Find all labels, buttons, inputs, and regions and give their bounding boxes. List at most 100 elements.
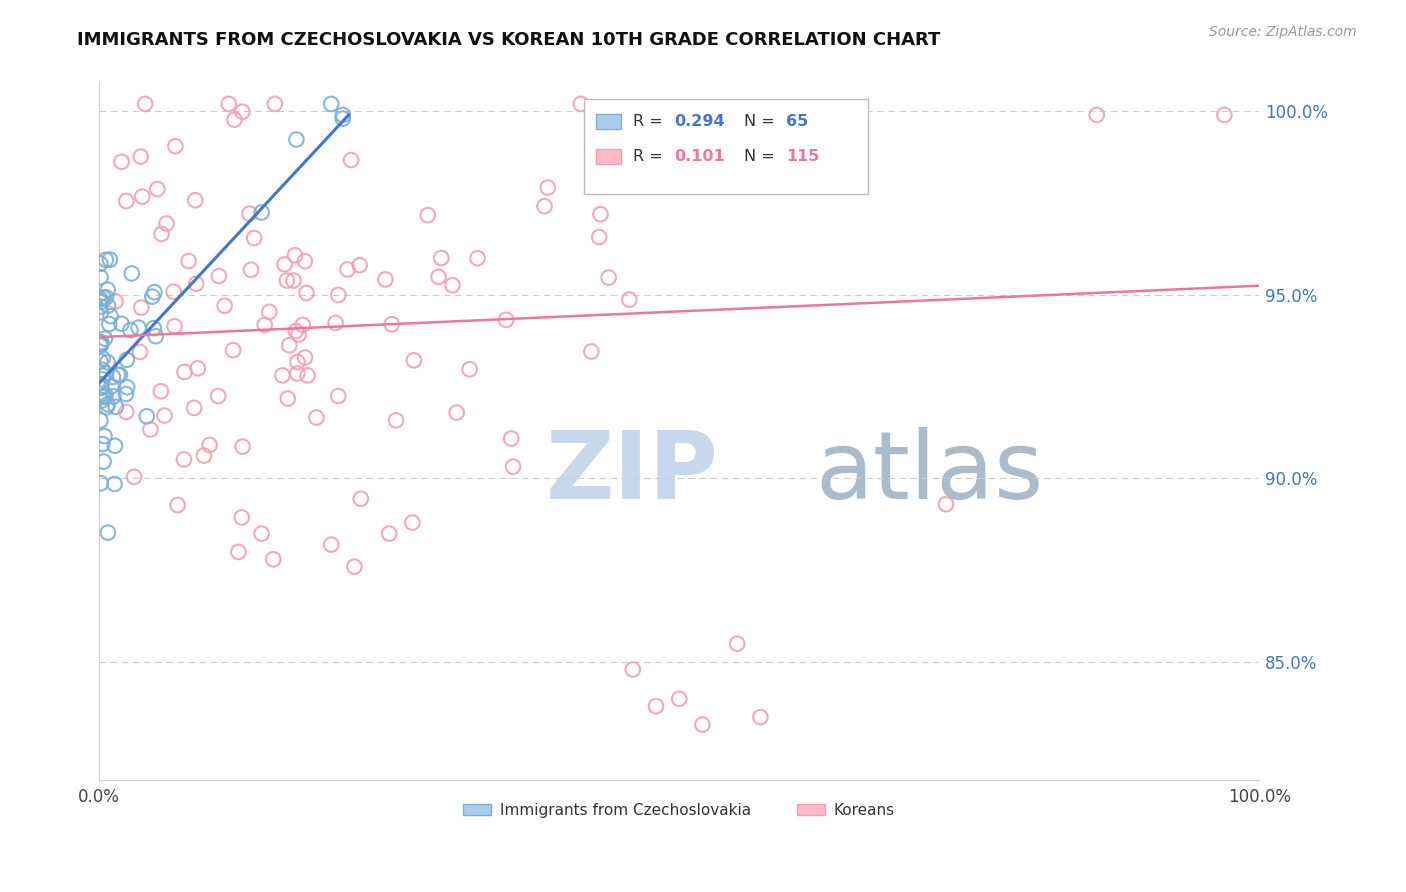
Point — [278, 338, 301, 352]
Point — [131, 189, 153, 203]
Text: N =: N = — [744, 149, 780, 164]
Point — [155, 217, 177, 231]
Point — [378, 526, 401, 541]
Point — [240, 262, 263, 277]
Point — [598, 270, 620, 285]
Point — [104, 400, 127, 414]
FancyBboxPatch shape — [596, 149, 621, 164]
Text: 0.294: 0.294 — [675, 114, 725, 129]
Point — [297, 368, 319, 383]
Text: Source: ZipAtlas.com: Source: ZipAtlas.com — [1209, 25, 1357, 39]
Point — [94, 290, 117, 304]
Point — [96, 355, 118, 369]
Point — [207, 389, 229, 403]
Point — [467, 251, 489, 265]
Point — [94, 367, 117, 381]
Point — [243, 231, 266, 245]
Point — [141, 290, 163, 304]
Point — [291, 318, 314, 332]
Point — [619, 293, 641, 307]
Point — [349, 258, 371, 272]
Text: 65: 65 — [786, 114, 808, 129]
Point — [97, 283, 120, 297]
Point — [150, 227, 173, 241]
Point — [100, 309, 122, 323]
Text: IMMIGRANTS FROM CZECHOSLOVAKIA VS KOREAN 10TH GRADE CORRELATION CHART: IMMIGRANTS FROM CZECHOSLOVAKIA VS KOREAN… — [77, 31, 941, 49]
Point — [321, 538, 343, 552]
Point — [107, 368, 129, 382]
Point — [273, 257, 295, 271]
Point — [153, 409, 176, 423]
Point — [208, 268, 231, 283]
Point — [163, 319, 186, 334]
Point — [285, 367, 308, 381]
Point — [90, 305, 112, 319]
Point — [142, 321, 165, 335]
Text: 0.101: 0.101 — [675, 149, 725, 164]
Point — [238, 207, 260, 221]
Point — [381, 318, 404, 332]
Point — [89, 300, 111, 314]
Point — [285, 132, 308, 146]
Point — [332, 108, 354, 122]
Point — [350, 491, 373, 506]
Point — [250, 205, 273, 219]
Point — [725, 637, 748, 651]
Point — [198, 438, 221, 452]
Point — [149, 384, 172, 399]
Point — [214, 299, 236, 313]
Point — [91, 351, 114, 366]
FancyBboxPatch shape — [583, 99, 869, 194]
Point — [91, 390, 114, 404]
Point — [276, 273, 298, 287]
Point — [692, 717, 714, 731]
Point — [143, 285, 166, 300]
Point — [129, 301, 152, 315]
Point — [430, 251, 453, 265]
Point — [128, 320, 150, 334]
Point — [89, 336, 111, 351]
Point — [120, 323, 142, 337]
Point — [91, 372, 114, 386]
Point — [90, 476, 112, 491]
Point — [93, 291, 115, 305]
Point — [446, 406, 468, 420]
Point — [402, 353, 425, 368]
Point — [89, 354, 111, 368]
Point — [115, 387, 138, 401]
Point — [645, 699, 668, 714]
Point — [110, 154, 132, 169]
Point — [186, 277, 208, 291]
Point — [294, 254, 316, 268]
Point — [97, 397, 120, 411]
Point — [98, 252, 121, 267]
Point — [589, 207, 612, 221]
Point — [502, 459, 524, 474]
Point — [228, 545, 250, 559]
Point — [91, 363, 114, 377]
Point — [103, 389, 125, 403]
Point — [328, 288, 350, 302]
Point — [283, 274, 305, 288]
Point — [90, 379, 112, 393]
Point — [146, 182, 169, 196]
Point — [91, 393, 114, 408]
Point — [135, 409, 157, 424]
Point — [668, 691, 690, 706]
Point — [94, 388, 117, 402]
Point — [89, 257, 111, 271]
Point — [93, 454, 115, 468]
Point — [108, 368, 131, 382]
Point — [187, 361, 209, 376]
Point — [427, 269, 450, 284]
Point — [259, 305, 281, 319]
Point — [340, 153, 363, 167]
Point — [581, 344, 603, 359]
Point — [89, 339, 111, 353]
Point — [89, 292, 111, 306]
Point — [90, 337, 112, 351]
Text: atlas: atlas — [815, 426, 1043, 518]
Point — [100, 379, 122, 393]
Point — [103, 477, 125, 491]
Point — [569, 97, 592, 112]
